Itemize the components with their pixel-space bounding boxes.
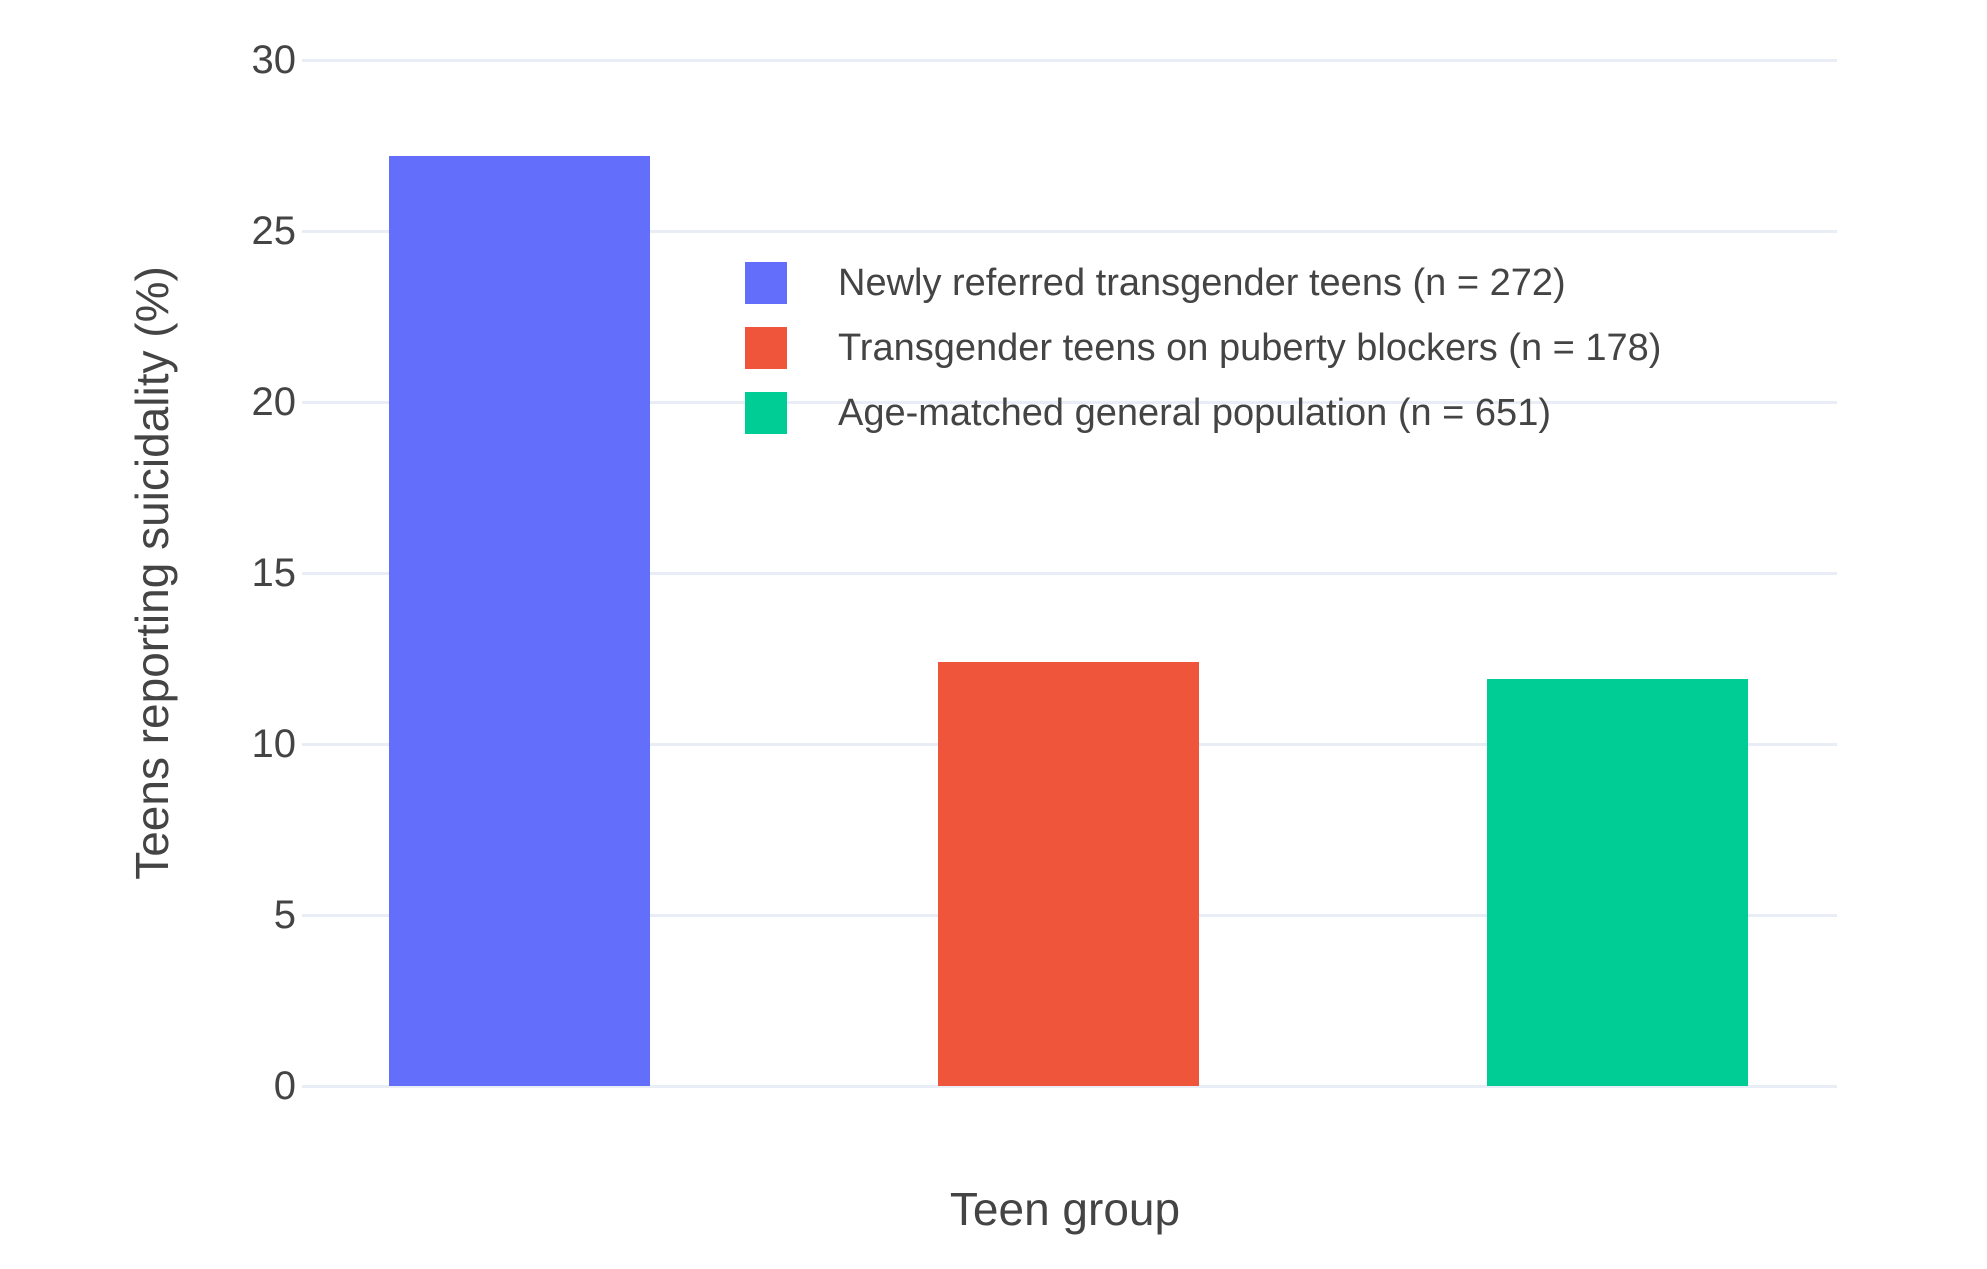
y-tick-label-20: 20 [251, 380, 297, 424]
legend: Newly referred transgender teens (n = 27… [745, 262, 1661, 457]
y-tick-label-5: 5 [273, 893, 296, 937]
legend-item-1[interactable]: Newly referred transgender teens (n = 27… [745, 262, 1661, 304]
legend-swatch-icon [745, 327, 787, 369]
y-tick-label-0: 0 [273, 1064, 296, 1108]
y-tick-label-10: 10 [251, 722, 297, 766]
legend-swatch-icon [745, 262, 787, 304]
y-tick-label-30: 30 [251, 38, 297, 82]
gridline-y-30 [302, 58, 1837, 62]
gridline-y-25 [302, 229, 1837, 233]
bar-3 [1487, 679, 1748, 1086]
legend-item-3[interactable]: Age-matched general population (n = 651) [745, 392, 1661, 434]
legend-swatch-icon [745, 392, 787, 434]
plot-area [302, 58, 1837, 1088]
gridline-y-15 [302, 571, 1837, 575]
gridline-y-0 [302, 1084, 1837, 1088]
legend-item-label: Transgender teens on puberty blockers (n… [838, 327, 1662, 369]
bar-2 [938, 661, 1199, 1086]
bar-1 [389, 155, 650, 1086]
y-tick-label-15: 15 [251, 551, 297, 595]
x-axis-title: Teen group [949, 1183, 1181, 1235]
gridline-y-20 [302, 400, 1837, 404]
legend-item-2[interactable]: Transgender teens on puberty blockers (n… [745, 327, 1661, 369]
legend-item-label: Newly referred transgender teens (n = 27… [838, 262, 1566, 304]
y-tick-label-25: 25 [251, 209, 297, 253]
legend-item-label: Age-matched general population (n = 651) [838, 392, 1551, 434]
